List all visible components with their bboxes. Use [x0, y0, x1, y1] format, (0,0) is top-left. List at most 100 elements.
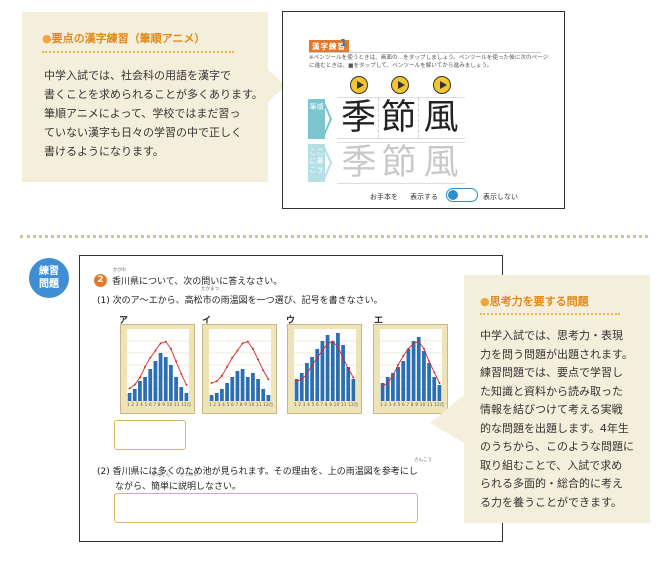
- precipitation-bar: [380, 383, 385, 401]
- callout-title: ●要点の漢字練習（筆順アニメ）: [42, 32, 206, 45]
- precipitation-bar: [294, 379, 299, 401]
- kanji-sample: 節: [379, 98, 419, 138]
- sample-toggle[interactable]: [446, 188, 478, 202]
- precipitation-bar: [422, 351, 426, 401]
- temperature-point: [215, 380, 218, 383]
- precipitation-bar: [225, 383, 229, 401]
- precipitation-bar: [158, 353, 163, 401]
- stroke-order-label: 筆順: [308, 99, 325, 139]
- temperature-point: [305, 373, 308, 375]
- write-here-label: ここに書こう: [308, 144, 325, 182]
- precipitation-bar: [138, 381, 142, 401]
- precipitation-bar: [143, 377, 147, 401]
- temperature-point: [164, 340, 167, 343]
- kanji-practice-callout: ●要点の漢字練習（筆順アニメ） 中学入試では、社会科の用語を漢字で 書くことを求…: [22, 12, 268, 182]
- temperature-point: [386, 382, 389, 384]
- temperature-point: [347, 367, 350, 370]
- bullet-icon: ●: [42, 32, 52, 45]
- thinking-callout: ●思考力を要する問題 中学入試では、思考力・表現 力を問う問題が出題されます。 …: [464, 275, 650, 523]
- precipitation-bar: [330, 341, 335, 401]
- temperature-point: [381, 385, 384, 388]
- temperature-point: [326, 342, 329, 345]
- question-number: 2: [94, 274, 107, 287]
- practice-badge: 練習 問題: [29, 258, 69, 298]
- month-axis: 1 2 3 4 5 6 7 8 9 10 11 12月: [380, 402, 445, 407]
- chart-label-a: ア: [119, 316, 129, 326]
- question-2-line1: (2) 香川県には多くのため池が見られます。その理由を、上の雨温図を参考にし: [97, 467, 418, 477]
- temperature-point: [407, 347, 410, 350]
- precipitation-bar: [220, 389, 224, 401]
- kanji-trace[interactable]: 節: [381, 143, 417, 183]
- kanji-trace[interactable]: 季: [341, 143, 377, 183]
- kanji-sample: 風: [423, 98, 459, 138]
- temperature-point: [128, 387, 131, 390]
- stroke-order-grid: [337, 97, 465, 139]
- temperature-point: [262, 369, 265, 372]
- temperature-point: [246, 340, 249, 343]
- precipitation-bar: [391, 373, 395, 401]
- precipitation-bar: [385, 377, 390, 401]
- temperature-point: [180, 373, 183, 375]
- month-axis: 1 2 3 4 5 6 7 8 9 10 11 12月: [294, 402, 359, 407]
- precipitation-bar: [261, 389, 266, 401]
- play-button-1[interactable]: [350, 76, 368, 94]
- temperature-point: [342, 356, 345, 359]
- temperature-point: [231, 356, 234, 359]
- precipitation-bar: [406, 349, 411, 401]
- play-button-2[interactable]: [391, 76, 409, 94]
- temperature-point: [220, 374, 223, 377]
- precipitation-bar: [325, 335, 330, 401]
- temperature-point: [336, 346, 339, 348]
- month-axis: 1 2 3 4 5 6 7 8 9 10 11 12月: [209, 402, 274, 407]
- kanji-number: 1: [340, 38, 347, 49]
- answer-box-2[interactable]: [114, 493, 418, 523]
- temperature-point: [144, 365, 147, 368]
- answer-box-1[interactable]: [114, 420, 186, 450]
- kanji-trace[interactable]: 風: [423, 143, 459, 183]
- temperature-point: [295, 380, 298, 383]
- temperature-point: [241, 342, 244, 345]
- temperature-line: [382, 341, 440, 387]
- chart-label-u: ウ: [286, 316, 296, 326]
- precipitation-bar: [341, 345, 345, 401]
- ruby-sankou: さんこう: [414, 458, 432, 463]
- precipitation-bar: [299, 373, 304, 401]
- precipitation-bar: [351, 379, 356, 401]
- precipitation-bar: [127, 393, 132, 401]
- precipitation-bar: [245, 377, 250, 401]
- pen-tool-note: ※ペンツールを使うときは、画面の…をタップしましょう。ペンツールを使った後に次の…: [309, 55, 549, 69]
- precipitation-bar: [153, 361, 158, 401]
- precipitation-bar: [315, 349, 320, 401]
- temperature-point: [138, 376, 141, 379]
- temperature-line: [296, 341, 354, 382]
- precipitation-bar: [251, 373, 255, 401]
- question-2-line2: ながら、簡単に説明しなさい。: [115, 482, 242, 492]
- chevron-right-icon: [323, 102, 333, 136]
- chart-label-i: イ: [202, 316, 212, 326]
- temperature-point: [185, 383, 188, 386]
- climate-chart-u: 1 2 3 4 5 6 7 8 9 10 11 12月: [287, 324, 362, 414]
- precipitation-bar: [336, 333, 340, 401]
- play-button-3[interactable]: [433, 76, 451, 94]
- question-1: (1) 次のア〜エから、高松市の雨温図を一つ選び、記号を書きなさい。: [97, 296, 383, 306]
- ruby-kantan: かんたん: [152, 473, 170, 478]
- chart-label-e: エ: [374, 316, 384, 326]
- precipitation-bar: [310, 357, 314, 401]
- temperature-point: [438, 382, 441, 384]
- otehon-label: お手本を: [370, 193, 398, 201]
- precipitation-bar: [179, 387, 184, 401]
- precipitation-bar: [427, 363, 431, 401]
- precipitation-bar: [396, 367, 400, 401]
- temperature-point: [352, 376, 355, 379]
- temperature-line: [211, 341, 269, 384]
- kanji-practice-tag: 漢字練習: [309, 40, 349, 53]
- temperature-point: [159, 342, 162, 345]
- hide-label: 表示しない: [483, 193, 518, 201]
- bullet-icon: ●: [480, 295, 490, 308]
- precipitation-bar: [235, 371, 240, 401]
- temperature-point: [267, 378, 270, 381]
- climate-chart-a: 1 2 3 4 5 6 7 8 9 10 11 12月: [120, 324, 195, 414]
- kanji-screen: 漢字練習 1 ※ペンツールを使うときは、画面の…をタップしましょう。ペンツールを…: [282, 11, 565, 209]
- writing-grid[interactable]: [337, 142, 465, 184]
- section-separator: [20, 235, 648, 238]
